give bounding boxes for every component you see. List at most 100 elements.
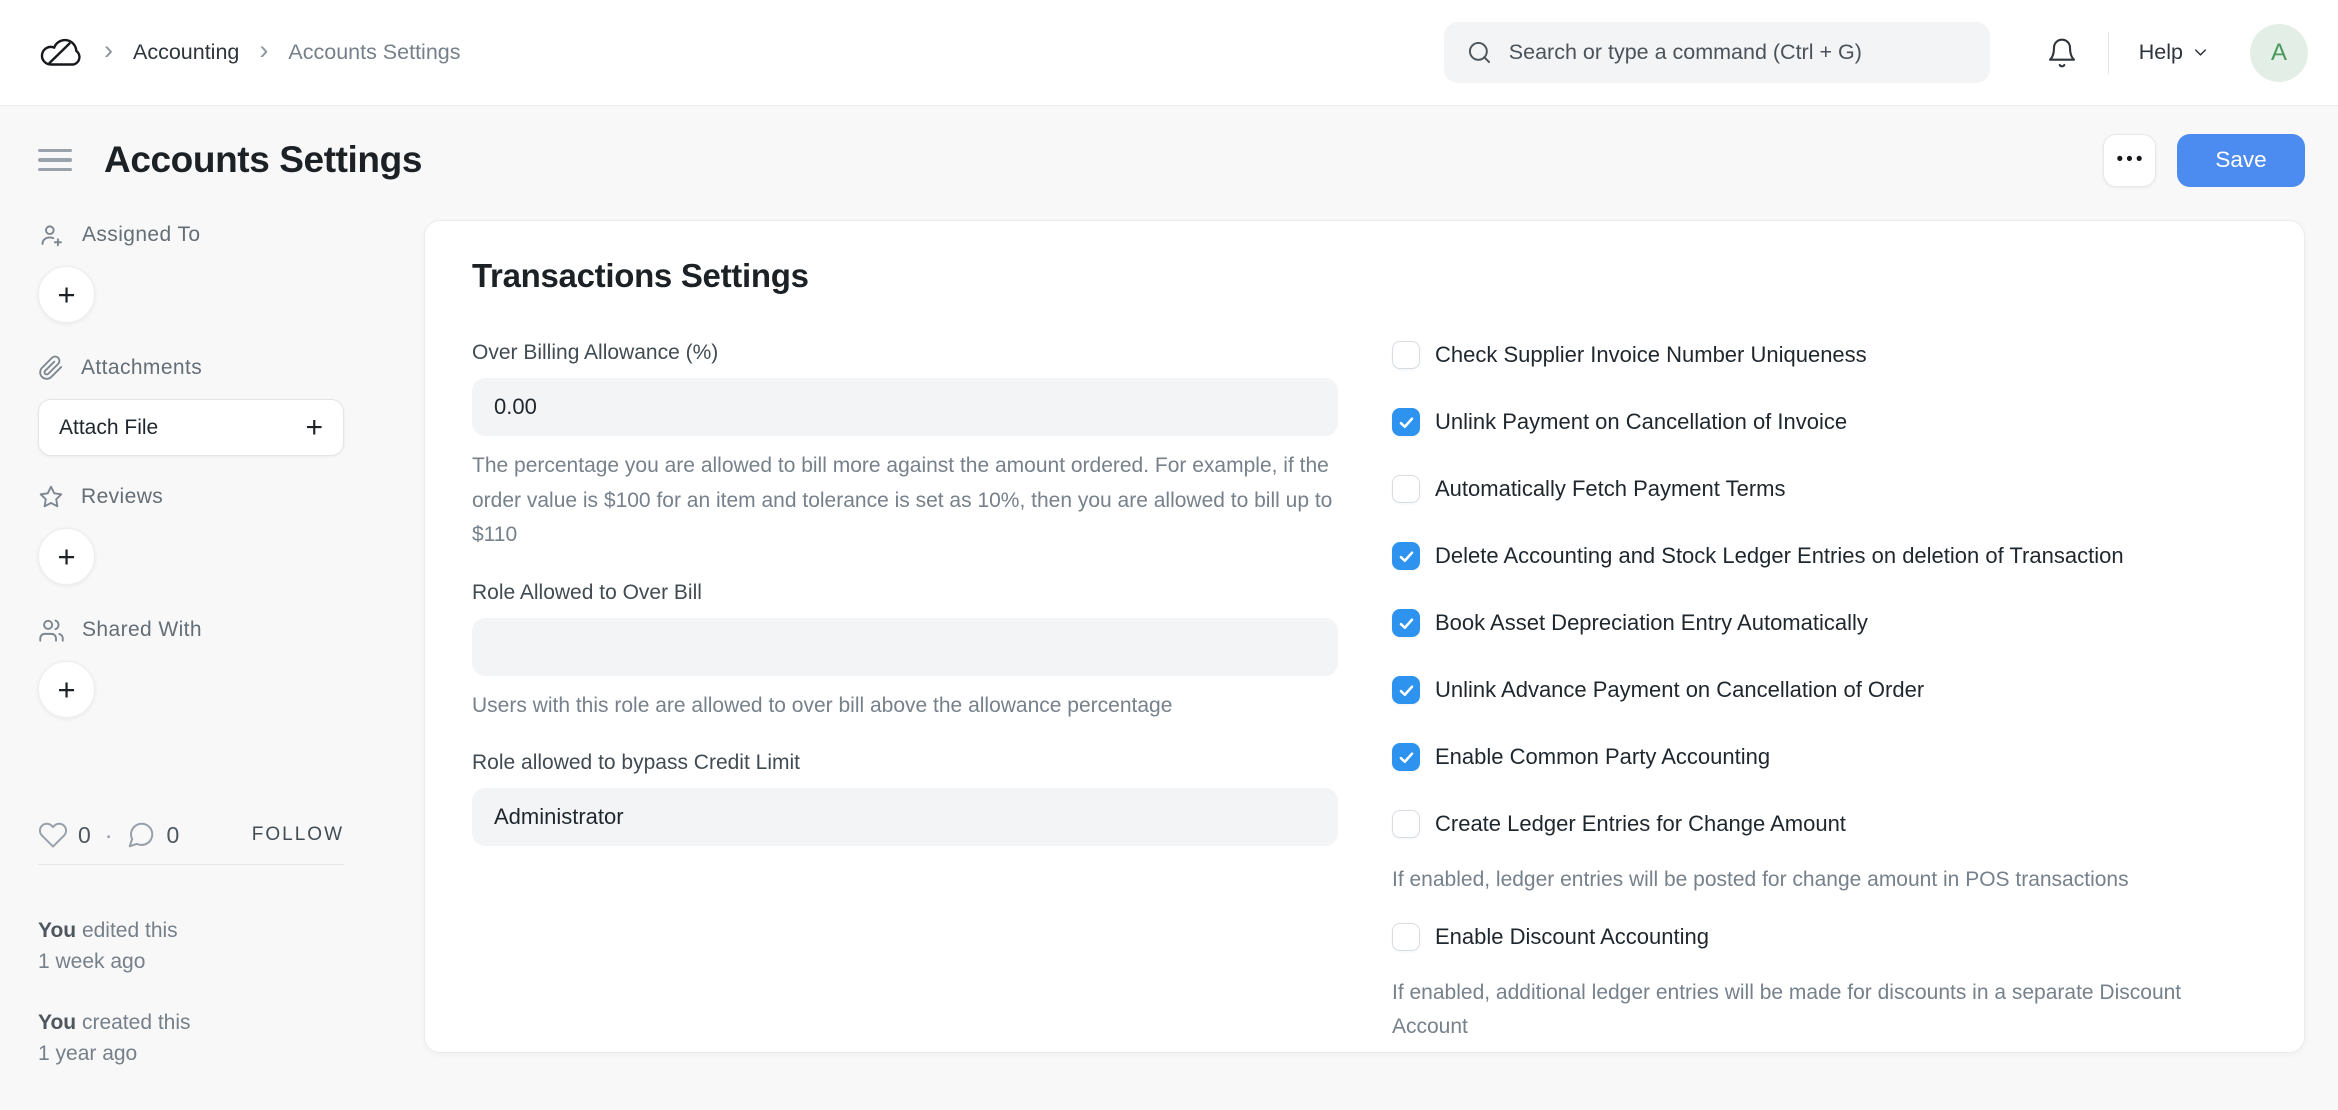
role-bypass-credit-limit-input[interactable] — [472, 788, 1338, 846]
field-label: Role Allowed to Over Bill — [472, 580, 702, 604]
role-allowed-to-over-bill-input[interactable] — [472, 617, 1338, 676]
field-description: Users with this role are allowed to over… — [472, 693, 1173, 717]
checkbox[interactable] — [1392, 743, 1420, 771]
add-share-button[interactable]: + — [38, 661, 95, 718]
checkbox-label: Delete Accounting and Stock Ledger Entri… — [1435, 543, 2124, 568]
save-button[interactable]: Save — [2177, 133, 2305, 187]
page-title: Accounts Settings — [104, 139, 423, 180]
search-icon — [1466, 39, 1493, 66]
plus-icon: + — [305, 410, 323, 444]
field-over-billing-allowance: Over Billing Allowance (%) The percentag… — [472, 341, 1338, 553]
checkbox-description: If enabled, additional ledger entries wi… — [1392, 981, 2182, 1038]
checkbox-row-unlink-advance-payment[interactable]: Unlink Advance Payment on Cancellation o… — [1392, 676, 2257, 704]
chevron-down-icon — [2194, 49, 2207, 56]
comments-count: 0 — [166, 821, 180, 848]
reviews-label: Reviews — [81, 485, 164, 508]
dot-separator: · — [104, 821, 113, 848]
checkbox-label: Unlink Advance Payment on Cancellation o… — [1435, 677, 1925, 702]
form-card: Transactions Settings Over Billing Allow… — [424, 220, 2305, 1053]
checkbox[interactable] — [1392, 475, 1420, 503]
help-menu[interactable]: Help — [2139, 40, 2210, 65]
follow-button[interactable]: FOLLOW — [251, 824, 344, 845]
frappe-cloud-logo-icon[interactable] — [38, 36, 84, 70]
timeline-action: created this — [81, 1011, 191, 1034]
checkbox-label: Enable Discount Accounting — [1435, 924, 1709, 949]
field-label: Over Billing Allowance (%) — [472, 341, 719, 364]
attach-file-label: Attach File — [59, 415, 159, 439]
timeline-when: 1 week ago — [38, 950, 146, 973]
checkbox[interactable] — [1392, 810, 1420, 838]
checkbox-row-ledger-entries-change-amount[interactable]: Create Ledger Entries for Change Amount — [1392, 810, 2257, 838]
check-icon — [1399, 684, 1413, 696]
field-description: The percentage you are allowed to bill m… — [472, 454, 1333, 546]
chevron-right-icon: › — [259, 35, 269, 65]
over-billing-allowance-input[interactable] — [472, 378, 1338, 436]
timeline-when: 1 year ago — [38, 1042, 138, 1065]
form-sidebar: Assigned To + Attachments Attach File + … — [38, 220, 344, 1069]
checkbox-label: Unlink Payment on Cancellation of Invoic… — [1435, 409, 1848, 434]
check-icon — [1399, 751, 1413, 763]
checkbox[interactable] — [1392, 609, 1420, 637]
checkbox-label: Automatically Fetch Payment Terms — [1435, 476, 1786, 501]
form-column-right: Check Supplier Invoice Number Uniqueness… — [1392, 341, 2257, 1070]
content: Assigned To + Attachments Attach File + … — [38, 220, 2305, 1069]
checkbox[interactable] — [1392, 341, 1420, 369]
check-icon — [1399, 617, 1413, 629]
checkbox-description: If enabled, ledger entries will be poste… — [1392, 868, 2129, 891]
checkbox-label: Create Ledger Entries for Change Amount — [1435, 811, 1846, 836]
divider — [38, 864, 344, 865]
navbar: › Accounting › Accounts Settings Help — [0, 0, 2338, 106]
attachments-label: Attachments — [81, 356, 203, 379]
timeline-actor: You — [38, 919, 77, 942]
search-input[interactable] — [1508, 40, 1968, 65]
user-plus-icon — [41, 224, 62, 246]
checkbox-row-delete-ledger-entries[interactable]: Delete Accounting and Stock Ledger Entri… — [1392, 542, 2257, 570]
comment-icon[interactable] — [126, 820, 156, 850]
checkbox[interactable] — [1392, 676, 1420, 704]
assigned-to-section: Assigned To — [38, 220, 344, 250]
checkbox-row-fetch-payment-terms[interactable]: Automatically Fetch Payment Terms — [1392, 475, 2257, 503]
breadcrumb-item-accounts-settings[interactable]: Accounts Settings — [288, 40, 461, 64]
checkbox-row-common-party-accounting[interactable]: Enable Common Party Accounting — [1392, 743, 2257, 771]
timeline-entry: You edited this 1 week ago — [38, 915, 344, 977]
checkbox-row-unlink-payment-invoice[interactable]: Unlink Payment on Cancellation of Invoic… — [1392, 408, 2257, 436]
divider — [2107, 31, 2109, 74]
breadcrumb: › Accounting › Accounts Settings — [38, 36, 461, 70]
star-icon — [39, 485, 63, 508]
shared-with-label: Shared With — [82, 618, 202, 641]
add-review-button[interactable]: + — [38, 528, 95, 585]
attachments-section: Attachments — [38, 353, 344, 383]
timeline-action: edited this — [81, 919, 178, 942]
heart-icon[interactable] — [38, 820, 68, 850]
reviews-section: Reviews — [38, 482, 344, 512]
field-label: Role allowed to bypass Credit Limit — [472, 751, 800, 774]
check-icon — [1399, 416, 1413, 428]
timeline-actor: You — [38, 1011, 77, 1034]
sidebar-toggle-icon[interactable] — [38, 148, 72, 172]
breadcrumb-item-accounting[interactable]: Accounting — [133, 40, 240, 64]
checkbox-row-supplier-invoice-uniqueness[interactable]: Check Supplier Invoice Number Uniqueness — [1392, 341, 2257, 369]
navbar-actions: Help A — [1443, 22, 2308, 83]
shared-with-section: Shared With — [38, 615, 344, 645]
chevron-right-icon: › — [104, 35, 113, 65]
checkbox-label: Book Asset Depreciation Entry Automatica… — [1435, 610, 1868, 635]
attach-file-button[interactable]: Attach File + — [38, 399, 344, 456]
field-role-allowed-to-over-bill: Role Allowed to Over Bill Users with thi… — [472, 581, 1338, 724]
form-column-left: Over Billing Allowance (%) The percentag… — [472, 341, 1338, 874]
page-header: Accounts Settings ••• Save — [38, 132, 2305, 188]
checkbox-row-book-asset-depreciation[interactable]: Book Asset Depreciation Entry Automatica… — [1392, 609, 2257, 637]
global-search[interactable] — [1443, 22, 1990, 83]
checkbox-label: Check Supplier Invoice Number Uniqueness — [1435, 342, 1867, 367]
avatar[interactable]: A — [2250, 23, 2308, 82]
notifications-button[interactable] — [2046, 37, 2078, 69]
header-actions: ••• Save — [2103, 133, 2305, 187]
assigned-to-label: Assigned To — [82, 223, 201, 246]
checkbox[interactable] — [1392, 923, 1420, 951]
checkbox[interactable] — [1392, 408, 1420, 436]
section-title: Transactions Settings — [472, 257, 809, 294]
more-options-button[interactable]: ••• — [2103, 133, 2156, 187]
checkbox-row-discount-accounting[interactable]: Enable Discount Accounting — [1392, 923, 2257, 951]
add-assignment-button[interactable]: + — [38, 266, 95, 323]
check-icon — [1399, 550, 1413, 562]
checkbox[interactable] — [1392, 542, 1420, 570]
